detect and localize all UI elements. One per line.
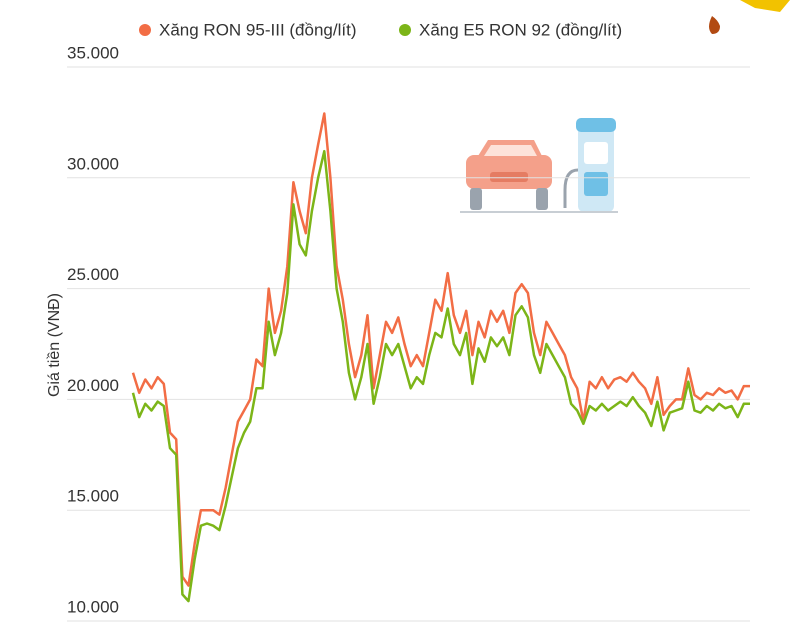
y-tick-label: 35.000 (67, 43, 119, 62)
legend-label: Xăng E5 RON 92 (đồng/lít) (419, 20, 622, 39)
y-tick-label: 15.000 (67, 487, 119, 506)
series-line (131, 112, 750, 587)
y-tick-label: 10.000 (67, 597, 119, 616)
y-tick-label: 25.000 (67, 265, 119, 284)
y-tick-label: 20.000 (67, 376, 119, 395)
legend-marker (399, 24, 411, 36)
legend-label: Xăng RON 95-III (đồng/lít) (159, 20, 356, 39)
series-line (131, 149, 750, 603)
y-axis-title: Giá tiền (VNĐ) (46, 293, 63, 397)
y-tick-label: 30.000 (67, 154, 119, 173)
illustration (460, 0, 790, 213)
legend-marker (139, 24, 151, 36)
